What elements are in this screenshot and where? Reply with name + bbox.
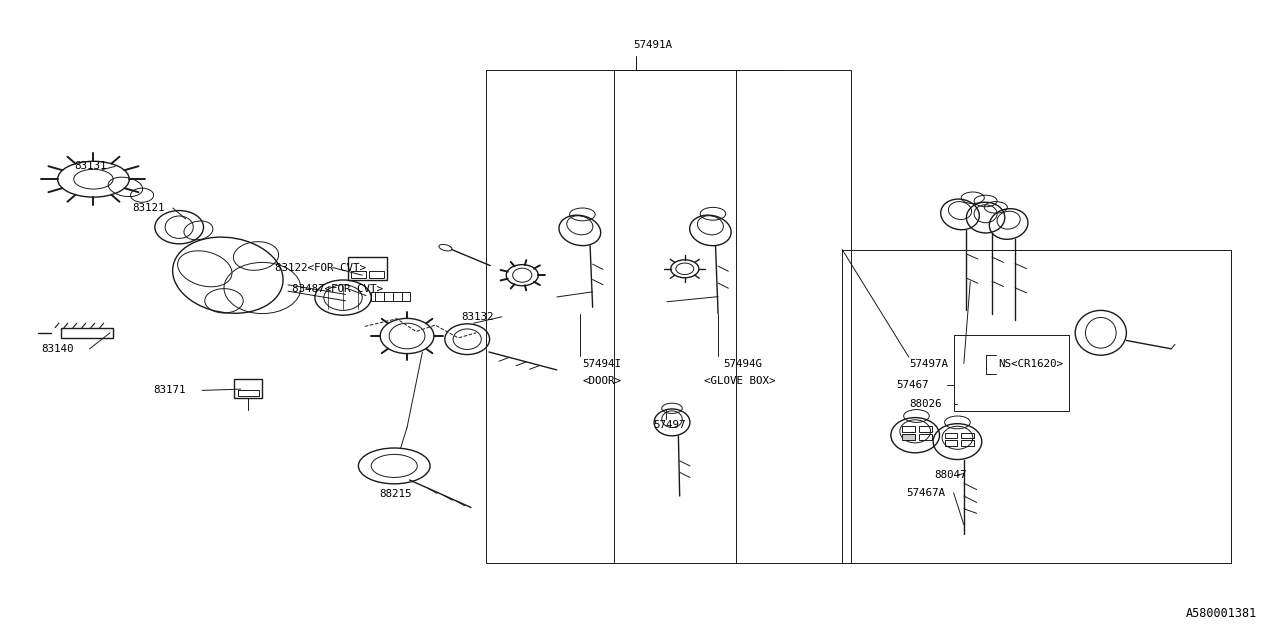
Bar — [348, 257, 387, 280]
Text: 57467: 57467 — [896, 380, 928, 390]
Text: 57497: 57497 — [653, 420, 685, 430]
Bar — [61, 328, 113, 338]
Bar — [238, 390, 259, 396]
Text: 57494I: 57494I — [582, 358, 621, 369]
Bar — [371, 292, 410, 301]
Text: 57467A: 57467A — [906, 488, 945, 498]
Bar — [945, 433, 957, 438]
Bar — [902, 434, 915, 440]
Text: 88215: 88215 — [379, 489, 411, 499]
Text: 83140: 83140 — [41, 344, 73, 354]
Bar — [351, 271, 366, 278]
Text: 83131: 83131 — [74, 161, 106, 172]
Text: 57497A: 57497A — [909, 358, 947, 369]
Bar — [369, 271, 384, 278]
Text: 83487<FOR CVT>: 83487<FOR CVT> — [292, 284, 383, 294]
Bar — [945, 440, 957, 446]
Text: 57491A: 57491A — [634, 40, 672, 50]
Text: 88047: 88047 — [934, 470, 966, 480]
Text: 88026: 88026 — [909, 399, 941, 410]
Bar — [954, 335, 1069, 411]
Text: NS<CR1620>: NS<CR1620> — [998, 358, 1064, 369]
Bar — [919, 426, 932, 432]
Bar — [234, 379, 262, 398]
Text: 83171: 83171 — [154, 385, 186, 396]
Text: 83121: 83121 — [132, 203, 164, 213]
Text: 83122<FOR CVT>: 83122<FOR CVT> — [275, 262, 366, 273]
Text: A580001381: A580001381 — [1185, 607, 1257, 620]
Text: 83132: 83132 — [461, 312, 493, 322]
Bar — [961, 433, 974, 438]
Bar — [961, 440, 974, 446]
Text: <GLOVE BOX>: <GLOVE BOX> — [704, 376, 776, 386]
Bar — [919, 434, 932, 440]
Bar — [486, 70, 851, 563]
Text: 57494G: 57494G — [723, 358, 762, 369]
Bar — [902, 426, 915, 432]
Text: <DOOR>: <DOOR> — [582, 376, 621, 386]
